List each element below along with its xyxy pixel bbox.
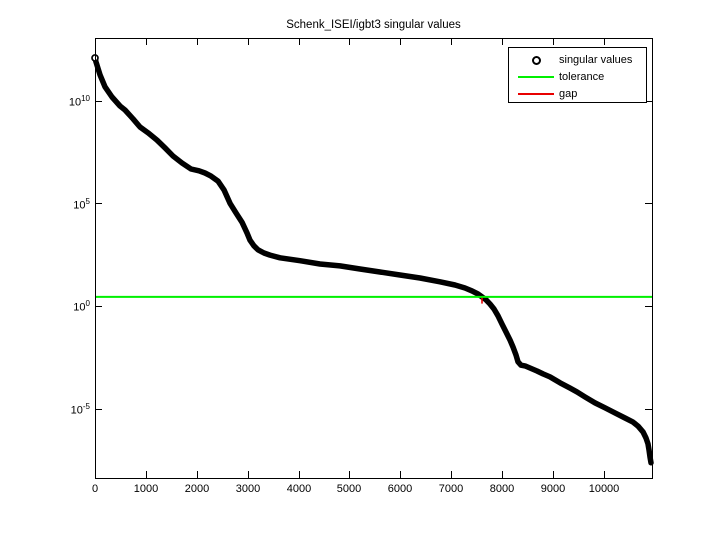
legend: singular values tolerance gap xyxy=(508,47,647,103)
y-tick-label: 105 xyxy=(40,194,90,214)
y-tick-base: 10 xyxy=(70,404,83,417)
y-tick-base: 10 xyxy=(68,96,82,109)
x-tick-label: 2000 xyxy=(184,483,210,495)
circle-marker-icon xyxy=(517,52,555,69)
plot-border xyxy=(95,38,653,479)
x-tick-label: 6000 xyxy=(387,483,413,495)
y-tick-label: 10-5 xyxy=(40,399,90,419)
red-line-icon xyxy=(517,86,555,103)
x-tick-label: 4000 xyxy=(286,483,312,495)
x-tick-label: 0 xyxy=(91,483,99,495)
x-tick-label: 1000 xyxy=(133,483,159,495)
legend-label: tolerance xyxy=(559,71,605,83)
x-tick-label: 3000 xyxy=(235,483,261,495)
legend-item-gap: gap xyxy=(509,86,646,103)
green-line-icon xyxy=(517,69,555,86)
y-tick-exponent: 0 xyxy=(85,299,90,308)
legend-item-tolerance: tolerance xyxy=(509,69,646,86)
x-tick-label: 9000 xyxy=(540,483,566,495)
y-tick-exponent: 10 xyxy=(81,94,90,103)
x-tick-label: 5000 xyxy=(336,483,362,495)
plot-title: Schenk_ISEI/igbt3 singular values xyxy=(286,19,461,31)
y-tick-label: 1010 xyxy=(40,91,90,111)
y-tick-exponent: -5 xyxy=(82,402,90,411)
x-tick-label: 10000 xyxy=(588,483,620,495)
y-tick-base: 10 xyxy=(73,301,86,314)
y-tick-label: 100 xyxy=(40,296,90,316)
x-tick-label: 8000 xyxy=(489,483,515,495)
singular-values-curve xyxy=(92,55,654,466)
legend-item-singular-values: singular values xyxy=(509,52,646,69)
y-tick-exponent: 5 xyxy=(85,197,90,206)
y-tick-base: 10 xyxy=(73,199,86,212)
legend-label: singular values xyxy=(559,54,633,66)
x-tick-label: 7000 xyxy=(438,483,464,495)
legend-label: gap xyxy=(559,88,578,100)
